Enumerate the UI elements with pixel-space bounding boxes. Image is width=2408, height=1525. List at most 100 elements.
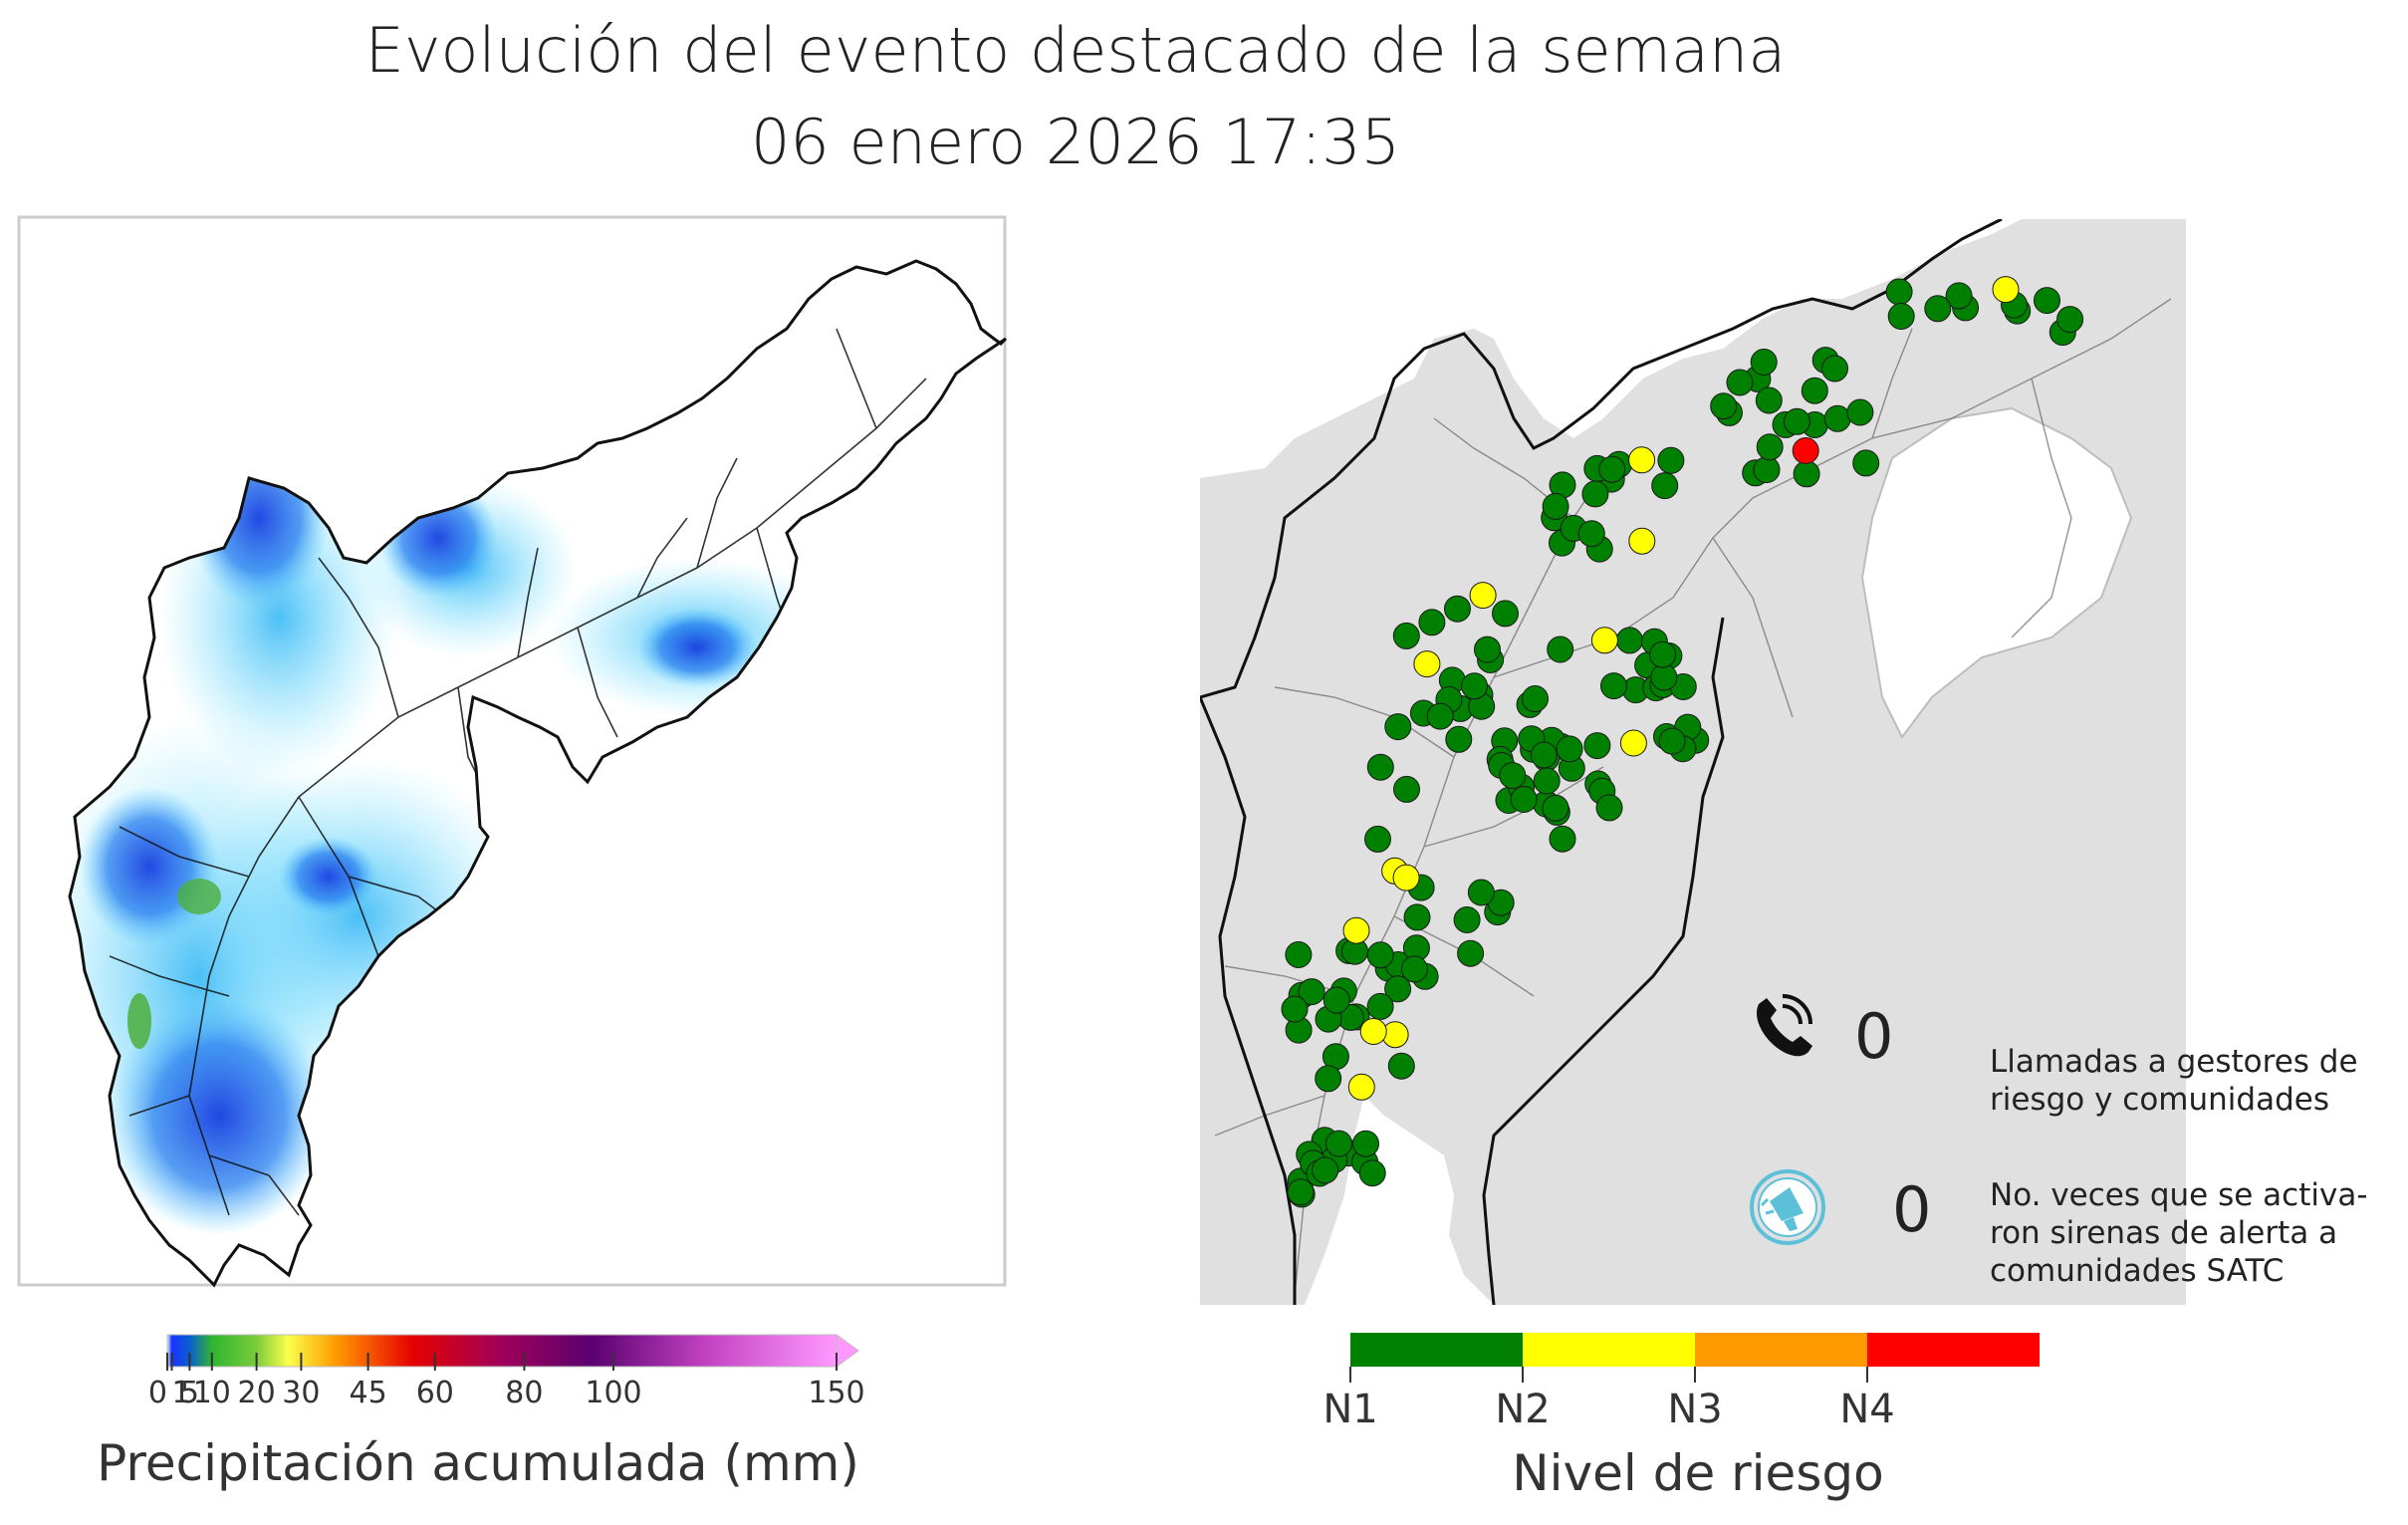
risk-point-n2 <box>1619 729 1647 757</box>
risk-point-n2 <box>1347 1073 1375 1101</box>
risk-point-n1 <box>1547 635 1574 663</box>
white-subbasin <box>1860 406 2133 739</box>
page-title: Evolución del evento destacado de la sem… <box>364 14 1787 87</box>
risk-point-n1 <box>1726 369 1754 396</box>
risk-colorbar-label: Nivel de riesgo <box>1512 1444 1884 1502</box>
risk-point-n1 <box>1358 1159 1386 1187</box>
risk-point-n1 <box>1499 762 1527 790</box>
risk-point-n1 <box>1649 640 1677 668</box>
risk-point-n1 <box>1474 635 1501 663</box>
risk-point-n1 <box>1400 955 1428 983</box>
risk-point-n1 <box>1600 672 1627 700</box>
risk-point-n1 <box>1453 906 1481 933</box>
risk-point-n1 <box>1312 1156 1339 1184</box>
risk-point-n1 <box>1885 278 1913 306</box>
risk-point-n1 <box>1457 939 1485 967</box>
risk-point-n1 <box>1445 725 1473 753</box>
risk-point-n1 <box>1750 349 1778 376</box>
risk-point-n1 <box>1387 1052 1415 1080</box>
risk-point-n1 <box>1801 377 1828 404</box>
risk-point-n1 <box>1530 741 1558 769</box>
risk-point-n1 <box>1581 480 1609 508</box>
sirens-caption: No. veces que se activa- ron sirenas de … <box>1990 1177 2368 1289</box>
risk-point-n1 <box>1755 386 1783 414</box>
colorbar-tick-label: 150 <box>808 1376 864 1410</box>
risk-point-n1 <box>1615 627 1643 654</box>
risk-point-n1 <box>1821 355 1848 382</box>
colorbar-tick-label: 10 <box>193 1376 231 1410</box>
colorbar-tick-label: 1 <box>171 1376 190 1410</box>
risk-point-n1 <box>1945 282 1973 310</box>
risk-basin-boundary-east <box>1482 617 1725 1305</box>
risk-point-n1 <box>1595 794 1623 822</box>
risk-point-n1 <box>1549 825 1576 853</box>
risk-basin-boundary <box>1200 219 2003 699</box>
risk-level-label-n1: N1 <box>1323 1387 1378 1432</box>
colorbar-tick-label: 60 <box>416 1376 454 1410</box>
risk-point-n1 <box>1366 941 1394 969</box>
risk-point-n1 <box>1366 992 1394 1020</box>
colorbar-tick-label: 0 <box>148 1376 167 1410</box>
risk-point-n1 <box>1418 609 1446 636</box>
risk-point-n1 <box>2056 306 2084 334</box>
risk-point-n2 <box>1342 916 1370 944</box>
risk-point-n1 <box>1852 449 1880 477</box>
risk-point-n1 <box>2034 287 2060 315</box>
risk-point-n1 <box>1783 407 1810 435</box>
risk-point-n2 <box>1469 582 1497 610</box>
risk-point-n1 <box>1793 460 1820 488</box>
risk-level-label-n2: N2 <box>1495 1387 1551 1432</box>
risk-point-n1 <box>1403 903 1431 931</box>
risk-point-n1 <box>1298 978 1325 1006</box>
risk-point-n4 <box>1792 437 1819 464</box>
risk-colorbar <box>1349 1333 2040 1383</box>
risk-level-label-n3: N3 <box>1667 1387 1723 1432</box>
colorbar-tick-label: 100 <box>585 1376 641 1410</box>
risk-colorbar-segment-n2 <box>1523 1333 1695 1367</box>
risk-point-n1 <box>1352 1130 1379 1157</box>
risk-point-n1 <box>1577 520 1605 548</box>
risk-point-n1 <box>1756 433 1784 461</box>
risk-point-n1 <box>1924 295 1952 323</box>
risk-point-n1 <box>1556 735 1583 763</box>
risk-point-n1 <box>1510 786 1538 813</box>
risk-level-label-n4: N4 <box>1839 1387 1895 1432</box>
risk-point-n2 <box>1359 1018 1387 1045</box>
risk-point-n1 <box>1651 472 1679 500</box>
risk-point-n1 <box>1384 975 1412 1003</box>
risk-point-n1 <box>1323 986 1350 1014</box>
risk-point-n2 <box>1992 276 2020 304</box>
risk-point-n1 <box>1846 398 1874 426</box>
risk-point-n2 <box>1628 527 1656 555</box>
risk-point-n1 <box>1315 1065 1342 1093</box>
risk-colorbar-segment-n3 <box>1695 1333 1867 1367</box>
risk-point-n2 <box>1590 627 1618 654</box>
risk-point-n1 <box>1598 455 1626 483</box>
risk-point-n1 <box>1364 825 1391 853</box>
risk-point-n1 <box>1542 794 1569 822</box>
risk-point-n1 <box>1366 753 1394 781</box>
risk-point-n1 <box>1583 732 1611 760</box>
colorbar-tick-label: 20 <box>238 1376 276 1410</box>
risk-point-n1 <box>1392 622 1420 649</box>
risk-point-n1 <box>1710 392 1738 420</box>
colorbar-tick-label: 5 <box>180 1376 199 1410</box>
page-subtitle-date: 06 enero 2026 17:35 <box>750 106 1401 178</box>
risk-point-n1 <box>1533 767 1561 795</box>
risk-point-n2 <box>1413 650 1441 678</box>
risk-point-n1 <box>1467 879 1495 906</box>
risk-point-n1 <box>1753 456 1781 484</box>
risk-point-n1 <box>1542 492 1569 520</box>
risk-point-n2 <box>1628 446 1656 474</box>
risk-point-n1 <box>1384 713 1412 741</box>
risk-point-n1 <box>1658 727 1686 755</box>
risk-point-n1 <box>1650 663 1678 691</box>
siren-activations-count: 0 <box>1892 1173 1932 1246</box>
risk-point-n1 <box>1657 446 1685 474</box>
risk-point-n1 <box>1325 1130 1352 1157</box>
risk-point-n1 <box>1492 600 1519 628</box>
risk-point-n1 <box>1823 404 1851 432</box>
